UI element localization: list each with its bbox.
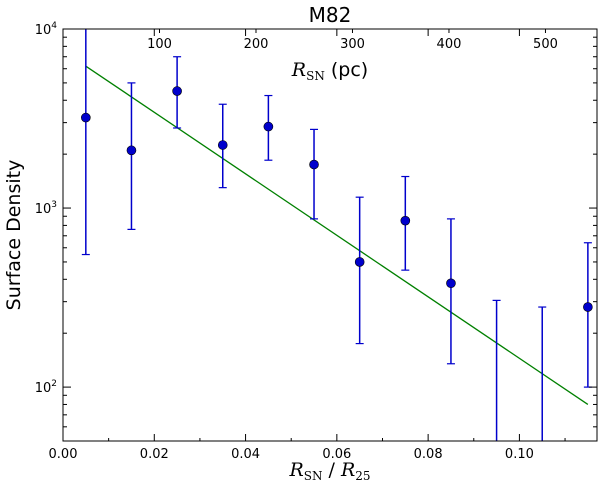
- y-tick-label: 102: [35, 379, 57, 396]
- x2-tick-label: 500: [533, 37, 558, 52]
- data-point: [583, 302, 593, 312]
- x-tick-label: 0.04: [231, 447, 260, 462]
- data-point: [309, 159, 319, 170]
- x-axis-label-subscript-2: 25: [355, 469, 370, 483]
- data-point: [126, 145, 137, 156]
- x-axis-label-symbol-2: R: [340, 459, 355, 481]
- x-tick-label: 0.10: [505, 447, 534, 462]
- x-tick-label: 0.00: [49, 447, 78, 462]
- x-tick-label: 0.08: [414, 447, 443, 462]
- plot-frame: [62, 28, 598, 442]
- fit-line: [85, 65, 589, 405]
- chart-title: M82: [309, 3, 352, 27]
- top-axis-label-unit: (pc): [325, 59, 368, 81]
- x2-tick-label: 200: [244, 37, 269, 52]
- x-axis-label-divider: /: [322, 459, 340, 481]
- x-axis-label-subscript: SN: [304, 469, 323, 483]
- top-axis-label: RSN (pc): [291, 59, 368, 83]
- y-tick-label: 104: [35, 21, 58, 38]
- data-point: [400, 215, 411, 226]
- x-axis-label-symbol: R: [288, 459, 303, 481]
- top-axis-label-symbol: R: [291, 59, 306, 81]
- x-axis-label: RSN / R25: [288, 459, 370, 483]
- data-layer: [81, 29, 593, 441]
- data-point: [172, 86, 182, 96]
- x2-tick-label: 300: [340, 37, 365, 52]
- data-point: [446, 278, 456, 289]
- data-point: [354, 257, 365, 267]
- x-tick-label: 0.02: [140, 447, 169, 462]
- y-axis-label: Surface Density: [3, 160, 25, 311]
- fit-line-layer: [85, 65, 589, 405]
- x2-tick-label: 100: [147, 37, 172, 52]
- data-point: [217, 140, 228, 150]
- x-tick-label: 0.06: [322, 447, 351, 462]
- plot-area: [63, 29, 597, 441]
- y-tick-label: 103: [35, 200, 57, 217]
- top-axis-label-subscript: SN: [306, 69, 325, 83]
- x2-tick-label: 400: [437, 37, 462, 52]
- data-point: [81, 112, 91, 123]
- data-point: [263, 121, 274, 132]
